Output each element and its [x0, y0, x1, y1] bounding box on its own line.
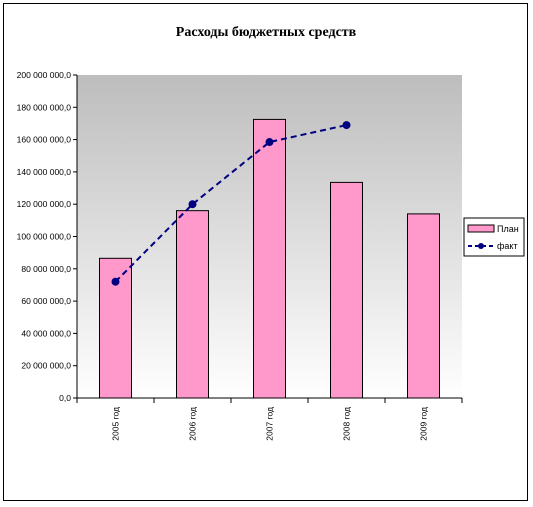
legend-label-fact: факт	[497, 241, 518, 251]
y-tick-label: 100 000 000,0	[17, 232, 72, 242]
data-point	[265, 138, 274, 147]
y-tick-label: 160 000 000,0	[17, 135, 72, 145]
bar	[407, 213, 440, 399]
bar	[253, 118, 286, 399]
y-tick-label: 200 000 000,0	[17, 70, 72, 80]
bar	[330, 181, 363, 399]
y-tick-label: 80 000 000,0	[21, 264, 71, 274]
y-tick-label: 140 000 000,0	[17, 167, 72, 177]
chart-title: Расходы бюджетных средств	[176, 25, 357, 40]
x-tick-label: 2009 год	[419, 407, 429, 441]
y-tick-label: 40 000 000,0	[21, 328, 71, 338]
x-tick-label: 2007 год	[265, 407, 275, 441]
data-point	[188, 200, 197, 209]
legend-swatch-plan	[467, 224, 495, 233]
bar	[176, 210, 209, 399]
legend-swatch-fact-marker	[478, 243, 484, 249]
data-point	[342, 121, 351, 130]
data-point	[111, 277, 120, 286]
y-tick-label: 180 000 000,0	[17, 102, 72, 112]
y-tick-label: 60 000 000,0	[21, 296, 71, 306]
legend-label-plan: План	[497, 224, 519, 234]
x-tick-label: 2008 год	[342, 407, 352, 441]
y-tick-label: 0,0	[59, 393, 71, 403]
legend-box	[463, 217, 525, 257]
y-tick-label: 120 000 000,0	[17, 199, 72, 209]
x-tick-label: 2006 год	[188, 407, 198, 441]
legend: План факт	[463, 217, 525, 257]
line-series-fact	[114, 124, 347, 283]
y-tick-label: 20 000 000,0	[21, 361, 71, 371]
x-tick-label: 2005 год	[111, 407, 121, 441]
